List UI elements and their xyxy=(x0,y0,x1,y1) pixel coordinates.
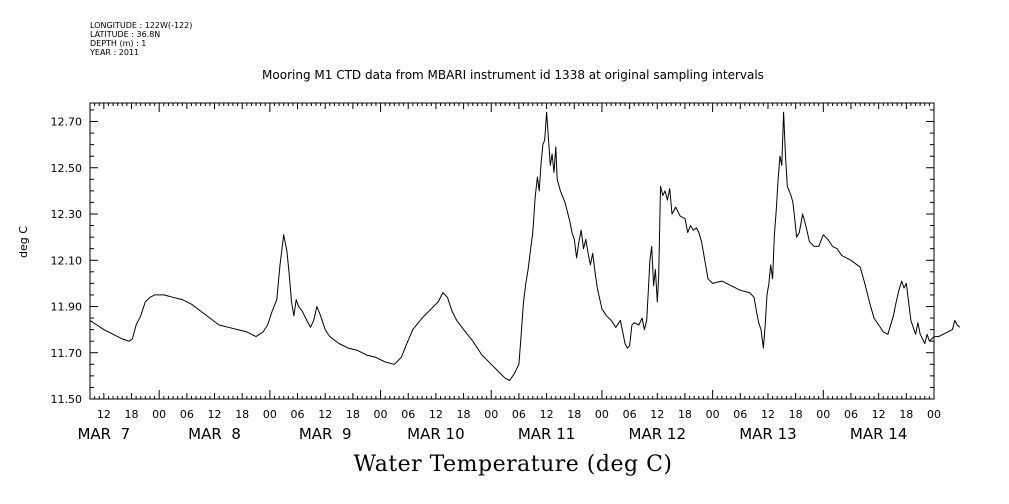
hour-tick-label: 00 xyxy=(595,408,609,421)
day-label: MAR 7 xyxy=(77,425,130,443)
hour-tick-label: 00 xyxy=(927,408,941,421)
hour-tick-label: 06 xyxy=(512,408,526,421)
hour-tick-label: 00 xyxy=(484,408,498,421)
temperature-series-line xyxy=(89,111,961,381)
y-tick-label: 12.70 xyxy=(51,116,83,129)
hour-tick-label: 00 xyxy=(706,408,720,421)
year-text: YEAR : 2011 xyxy=(90,48,140,57)
hour-tick-label: 12 xyxy=(761,408,775,421)
day-label: MAR 8 xyxy=(188,425,241,443)
chart-title: Mooring M1 CTD data from MBARI instrumen… xyxy=(262,68,764,82)
day-label: MAR 10 xyxy=(407,425,464,443)
latitude-text: LATITUDE : 36.8N xyxy=(90,30,161,39)
hour-tick-label: 00 xyxy=(816,408,830,421)
x-axis-title: Water Temperature (deg C) xyxy=(353,452,673,477)
hour-tick-label: 18 xyxy=(678,408,692,421)
day-label: MAR 14 xyxy=(850,425,907,443)
hour-tick-label: 00 xyxy=(263,408,277,421)
y-tick-label: 11.50 xyxy=(51,393,83,406)
hour-tick-label: 18 xyxy=(457,408,471,421)
hour-tick-label: 18 xyxy=(567,408,581,421)
hour-tick-label: 06 xyxy=(180,408,194,421)
hour-tick-label: 18 xyxy=(235,408,249,421)
hour-tick-label: 00 xyxy=(374,408,388,421)
y-tick-label: 12.10 xyxy=(51,254,83,267)
day-label: MAR 12 xyxy=(629,425,686,443)
hour-tick-label: 00 xyxy=(152,408,166,421)
hour-tick-label: 18 xyxy=(125,408,139,421)
hour-tick-label: 12 xyxy=(208,408,222,421)
y-tick-label: 11.70 xyxy=(51,347,83,360)
hour-tick-label: 18 xyxy=(789,408,803,421)
hour-tick-label: 06 xyxy=(844,408,858,421)
hour-tick-label: 18 xyxy=(346,408,360,421)
depth-text: DEPTH (m) : 1 xyxy=(90,39,147,48)
hour-tick-label: 12 xyxy=(872,408,886,421)
hour-tick-label: 06 xyxy=(733,408,747,421)
hour-tick-label: 06 xyxy=(291,408,305,421)
plot-metadata: LONGITUDE : 122W(-122) LATITUDE : 36.8N … xyxy=(90,21,192,57)
hour-tick-label: 06 xyxy=(623,408,637,421)
hour-tick-label: 12 xyxy=(540,408,554,421)
hour-tick-label: 18 xyxy=(899,408,913,421)
hour-tick-label: 12 xyxy=(318,408,332,421)
hour-tick-label: 06 xyxy=(401,408,415,421)
plot-frame xyxy=(89,102,935,400)
y-tick-label: 12.50 xyxy=(51,162,83,175)
y-tick-label: 12.30 xyxy=(51,208,83,221)
hour-tick-label: 12 xyxy=(650,408,664,421)
y-tick-label: 11.90 xyxy=(51,301,83,314)
hour-tick-label: 12 xyxy=(429,408,443,421)
day-label: MAR 13 xyxy=(739,425,796,443)
hour-tick-label: 12 xyxy=(97,408,111,421)
day-label: MAR 9 xyxy=(299,425,352,443)
day-label: MAR 11 xyxy=(518,425,575,443)
longitude-text: LONGITUDE : 122W(-122) xyxy=(90,21,193,30)
